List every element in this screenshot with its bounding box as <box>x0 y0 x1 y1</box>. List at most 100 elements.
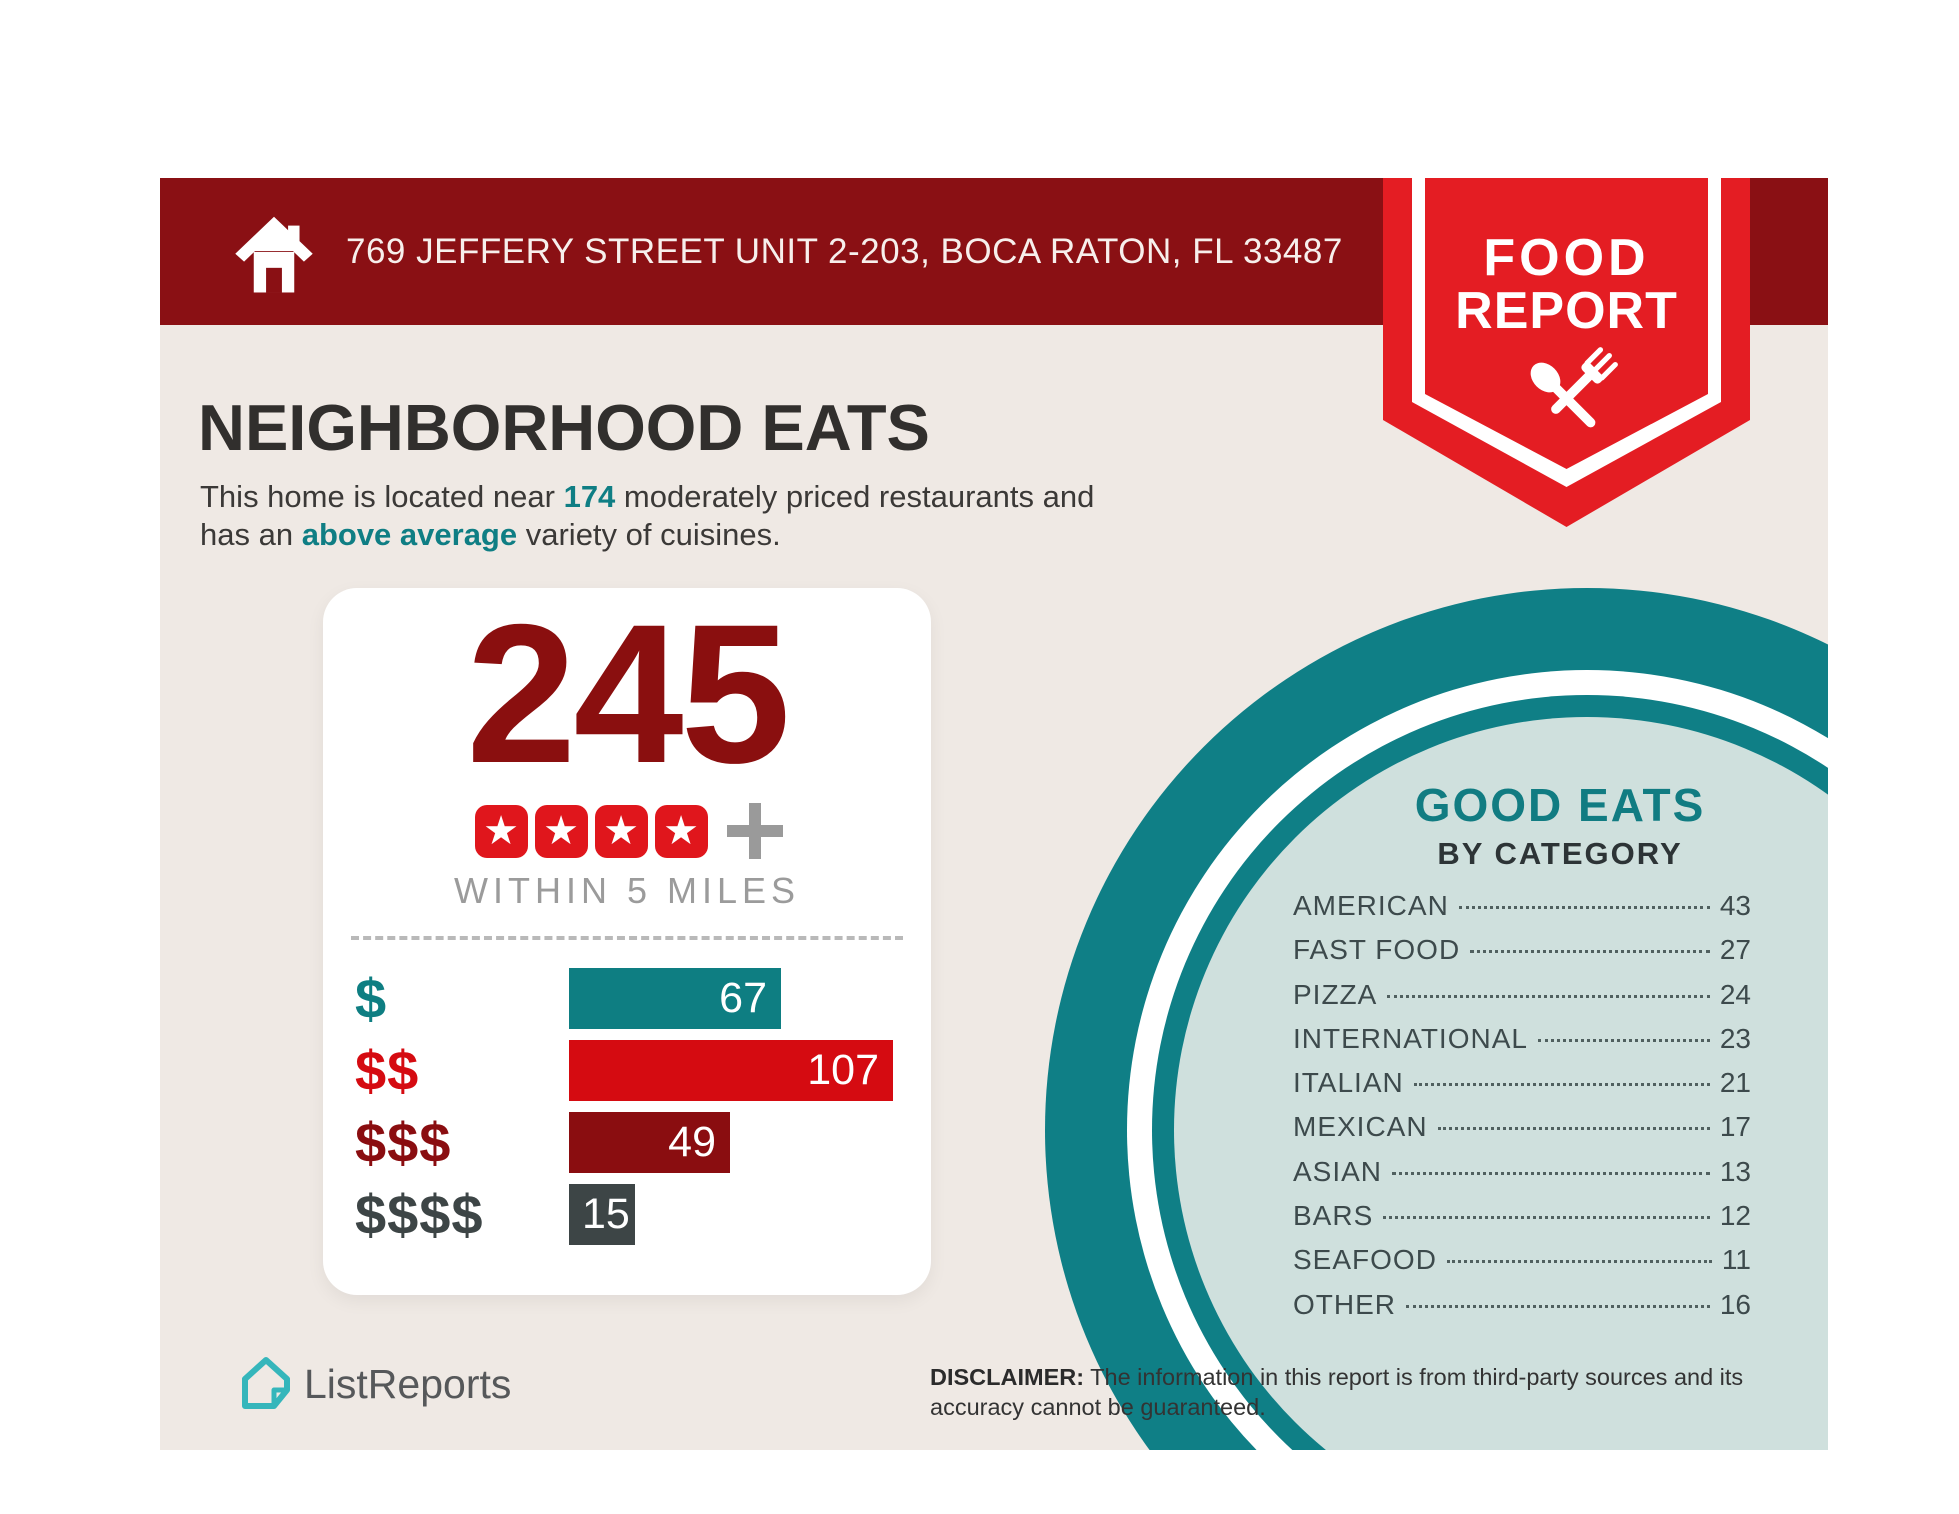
total-restaurant-count: 245 <box>466 583 790 804</box>
dotted-leader <box>1470 950 1710 954</box>
category-value: 16 <box>1719 1288 1751 1320</box>
price-level-bar: 67 <box>569 968 781 1029</box>
radius-label: WITHIN 5 MILES <box>453 870 801 911</box>
star-icon: ★ <box>594 804 648 858</box>
intro-text: variety of cuisines. <box>517 517 781 552</box>
category-row: OTHER 16 <box>1293 1289 1751 1333</box>
disclaimer-line1: The information in this report is from t… <box>1084 1364 1744 1390</box>
category-row: PIZZA 24 <box>1293 979 1751 1023</box>
category-value: 43 <box>1719 890 1751 921</box>
category-label: SEAFOOD <box>1293 1244 1437 1276</box>
price-level-label: $ <box>355 967 388 1030</box>
intro-accent-text: above average <box>301 517 518 552</box>
category-label: INTERNATIONAL <box>1293 1022 1528 1054</box>
brand-logo: ListReports <box>240 1356 511 1412</box>
intro-paragraph: This home is located near 174 moderately… <box>200 478 1094 554</box>
star-glyph: ★ <box>603 809 639 853</box>
intro-line: This home is located near 174 moderately… <box>200 478 1094 516</box>
dotted-leader <box>1413 1083 1710 1087</box>
category-row: MEXICAN 17 <box>1293 1111 1751 1155</box>
category-panel-title: GOOD EATS <box>1414 779 1706 831</box>
category-label: MEXICAN <box>1293 1111 1428 1143</box>
report-canvas: 769 JEFFERY STREET UNIT 2-203, BOCA RATO… <box>160 178 1828 1450</box>
ribbon-title-line2: REPORT <box>1455 282 1678 340</box>
price-level-label: $$$ <box>355 1111 452 1174</box>
property-address: 769 JEFFERY STREET UNIT 2-203, BOCA RATO… <box>346 231 1343 271</box>
plus-icon <box>727 803 783 859</box>
star-rating-row: ★ ★ ★ ★ <box>323 803 931 859</box>
category-row: INTERNATIONAL 23 <box>1293 1023 1751 1067</box>
food-report-ribbon: FOOD REPORT <box>1383 178 1750 527</box>
category-value: 27 <box>1719 934 1751 966</box>
price-level-bar-chart: $67 $$ 107 $$$ 49 $$$$ 15 <box>355 968 899 1256</box>
star-icon: ★ <box>474 804 528 858</box>
price-level-value: 107 <box>807 1046 879 1094</box>
disclaimer-label: DISCLAIMER: <box>930 1364 1085 1390</box>
price-level-bar: 107 <box>569 1040 893 1101</box>
intro-text: moderately priced restaurants and <box>615 479 1095 514</box>
dotted-leader <box>1446 1260 1712 1264</box>
category-value: 11 <box>1721 1244 1751 1276</box>
category-row: AMERICAN 43 <box>1293 890 1751 934</box>
category-value: 12 <box>1719 1200 1751 1232</box>
category-list: AMERICAN 43 FAST FOOD 27 PIZZA 24 INTERNATIONA… <box>1293 890 1751 1333</box>
category-value: 24 <box>1719 978 1751 1010</box>
category-label: AMERICAN <box>1293 890 1449 921</box>
category-row: SEAFOOD 11 <box>1293 1244 1751 1288</box>
dashed-divider <box>351 936 903 940</box>
price-level-bar: 49 <box>569 1112 730 1173</box>
page-title: NEIGHBORHOOD EATS <box>198 391 930 464</box>
intro-line: has an above average variety of cuisines… <box>200 516 1094 554</box>
category-panel-heading: GOOD EATS BY CATEGORY <box>1260 778 1828 872</box>
star-glyph: ★ <box>543 809 579 853</box>
star-glyph: ★ <box>663 809 699 853</box>
brand-name: ListReports <box>304 1360 512 1407</box>
restaurant-summary-card: 245 ★ ★ ★ ★ WITHIN 5 MILES $67 $$ 107 $$$ 49 $$$… <box>323 588 931 1295</box>
star-icon: ★ <box>534 804 588 858</box>
category-row: FAST FOOD 27 <box>1293 934 1751 978</box>
category-value: 17 <box>1719 1111 1751 1143</box>
price-level-bar: 15 <box>569 1184 635 1245</box>
category-label: OTHER <box>1293 1288 1396 1320</box>
category-row: ITALIAN 21 <box>1293 1067 1751 1111</box>
price-level-label: $$$$ <box>355 1183 484 1246</box>
ribbon-title-line1: FOOD <box>1483 229 1650 287</box>
intro-text: has an <box>200 517 302 552</box>
price-level-row: $$$ 49 <box>355 1112 899 1173</box>
category-value: 13 <box>1719 1155 1751 1187</box>
category-label: ITALIAN <box>1293 1067 1404 1099</box>
price-level-row: $67 <box>355 968 899 1029</box>
crossed-spoon-fork-icon <box>1530 347 1618 428</box>
listreports-house-icon <box>242 1357 290 1409</box>
category-label: PIZZA <box>1293 978 1378 1010</box>
dotted-leader <box>1437 1127 1710 1131</box>
dotted-leader <box>1537 1038 1710 1042</box>
category-label: ASIAN <box>1293 1155 1383 1187</box>
price-level-row: $$ 107 <box>355 1040 899 1101</box>
star-icon: ★ <box>654 804 708 858</box>
price-level-value: 15 <box>582 1190 630 1238</box>
category-row: BARS 12 <box>1293 1200 1751 1244</box>
category-panel-subtitle: BY CATEGORY <box>1437 836 1683 871</box>
dotted-leader <box>1383 1216 1710 1220</box>
dotted-leader <box>1387 994 1710 998</box>
intro-accent-text: 174 <box>563 479 616 514</box>
home-icon <box>235 216 313 292</box>
disclaimer-line2: accuracy cannot be guaranteed. <box>930 1394 1266 1420</box>
intro-text: This home is located near <box>200 479 564 514</box>
category-value: 23 <box>1719 1022 1751 1054</box>
category-row: ASIAN 13 <box>1293 1156 1751 1200</box>
disclaimer-text: DISCLAIMER: The information in this repo… <box>930 1362 1760 1422</box>
dotted-leader <box>1458 906 1710 909</box>
price-level-value: 49 <box>668 1118 716 1166</box>
category-label: FAST FOOD <box>1293 934 1461 966</box>
star-glyph: ★ <box>483 809 519 853</box>
price-level-value: 67 <box>719 974 767 1022</box>
price-level-label: $$ <box>355 1039 420 1102</box>
dotted-leader <box>1392 1171 1710 1175</box>
address-header-content: 769 JEFFERY STREET UNIT 2-203, BOCA RATO… <box>230 178 1343 325</box>
category-value: 21 <box>1719 1067 1751 1099</box>
dotted-leader <box>1406 1304 1710 1308</box>
category-label: BARS <box>1293 1200 1374 1232</box>
